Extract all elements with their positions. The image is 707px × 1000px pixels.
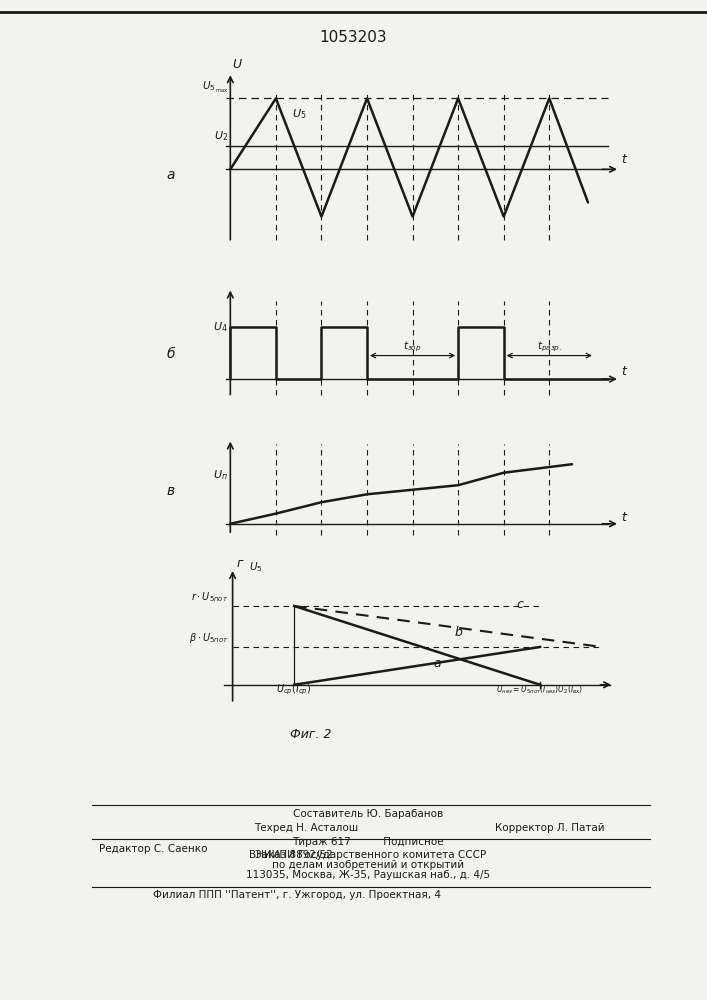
Text: 113035, Москва, Ж-35, Раушская наб., д. 4/5: 113035, Москва, Ж-35, Раушская наб., д. … (245, 870, 490, 880)
Text: t: t (621, 365, 626, 378)
Text: $t_{зор}$: $t_{зор}$ (403, 339, 422, 354)
Text: ВНИИПИ Государственного комитета СССР: ВНИИПИ Государственного комитета СССР (249, 850, 486, 860)
Text: U: U (233, 58, 242, 71)
Text: b: b (454, 626, 462, 639)
Text: $U_{5}$: $U_{5}$ (249, 560, 262, 574)
Text: $r\cdot U_{5пот}$: $r\cdot U_{5пот}$ (192, 591, 228, 604)
Text: в: в (166, 484, 174, 498)
Text: Составитель Ю. Барабанов: Составитель Ю. Барабанов (293, 809, 443, 819)
Text: Фиг. 2: Фиг. 2 (291, 728, 332, 741)
Text: $U_{ср}(I_{ср})$: $U_{ср}(I_{ср})$ (276, 683, 312, 697)
Text: t: t (621, 511, 626, 524)
Text: $U_2$: $U_2$ (214, 130, 228, 143)
Text: $U_{5_{\rm\,max}}$: $U_{5_{\rm\,max}}$ (202, 80, 228, 95)
Text: Техред Н. Асталош: Техред Н. Асталош (255, 823, 358, 833)
Text: Корректор Л. Патай: Корректор Л. Патай (495, 823, 604, 833)
Text: $U_п$: $U_п$ (213, 469, 228, 482)
Text: г: г (237, 557, 243, 570)
Text: $t_{разр.}$: $t_{разр.}$ (537, 339, 562, 354)
Text: Тираж 617          Подписное: Тираж 617 Подписное (292, 837, 443, 847)
Text: по делам изобретений и открытий: по делам изобретений и открытий (271, 860, 464, 870)
Text: Филиал ППП ''Патент'', г. Ужгород, ул. Проектная, 4: Филиал ППП ''Патент'', г. Ужгород, ул. П… (153, 890, 441, 900)
Text: $U_{нез}{=}U_{5пот}(I_{нез})U_2(I_{вх})$: $U_{нез}{=}U_{5пот}(I_{нез})U_2(I_{вх})$ (496, 684, 584, 696)
Text: a: a (166, 168, 175, 182)
Text: t: t (621, 153, 626, 166)
Text: c: c (516, 598, 523, 611)
Text: a: a (434, 657, 441, 670)
Text: $\beta\cdot U_{5пот}$: $\beta\cdot U_{5пот}$ (189, 631, 228, 645)
Text: $U_5$: $U_5$ (292, 107, 306, 121)
Text: Заказ 8892/52: Заказ 8892/52 (255, 850, 332, 860)
Text: $U_4$: $U_4$ (214, 320, 228, 334)
Text: 1053203: 1053203 (320, 30, 387, 45)
Text: Редактор С. Саенко: Редактор С. Саенко (99, 844, 207, 854)
Text: б: б (166, 347, 175, 361)
